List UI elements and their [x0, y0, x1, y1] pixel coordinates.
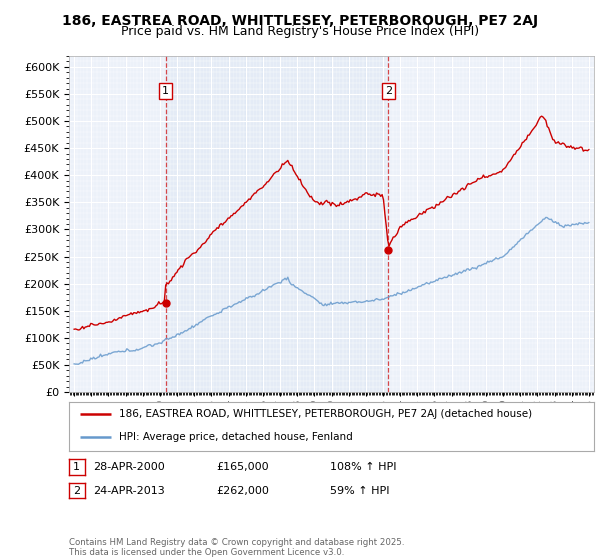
Text: Price paid vs. HM Land Registry's House Price Index (HPI): Price paid vs. HM Land Registry's House … — [121, 25, 479, 38]
Text: 2: 2 — [73, 486, 80, 496]
Text: 186, EASTREA ROAD, WHITTLESEY, PETERBOROUGH, PE7 2AJ: 186, EASTREA ROAD, WHITTLESEY, PETERBORO… — [62, 14, 538, 28]
Text: £262,000: £262,000 — [216, 486, 269, 496]
Text: 24-APR-2013: 24-APR-2013 — [93, 486, 165, 496]
Text: 28-APR-2000: 28-APR-2000 — [93, 462, 165, 472]
Text: £165,000: £165,000 — [216, 462, 269, 472]
Text: 1: 1 — [73, 462, 80, 472]
Text: 2: 2 — [385, 86, 392, 96]
Bar — [166, 56, 388, 392]
Text: 186, EASTREA ROAD, WHITTLESEY, PETERBOROUGH, PE7 2AJ (detached house): 186, EASTREA ROAD, WHITTLESEY, PETERBORO… — [119, 409, 532, 419]
Text: 108% ↑ HPI: 108% ↑ HPI — [330, 462, 397, 472]
Text: Contains HM Land Registry data © Crown copyright and database right 2025.
This d: Contains HM Land Registry data © Crown c… — [69, 538, 404, 557]
Text: 59% ↑ HPI: 59% ↑ HPI — [330, 486, 389, 496]
Text: 1: 1 — [162, 86, 169, 96]
Text: HPI: Average price, detached house, Fenland: HPI: Average price, detached house, Fenl… — [119, 432, 353, 442]
